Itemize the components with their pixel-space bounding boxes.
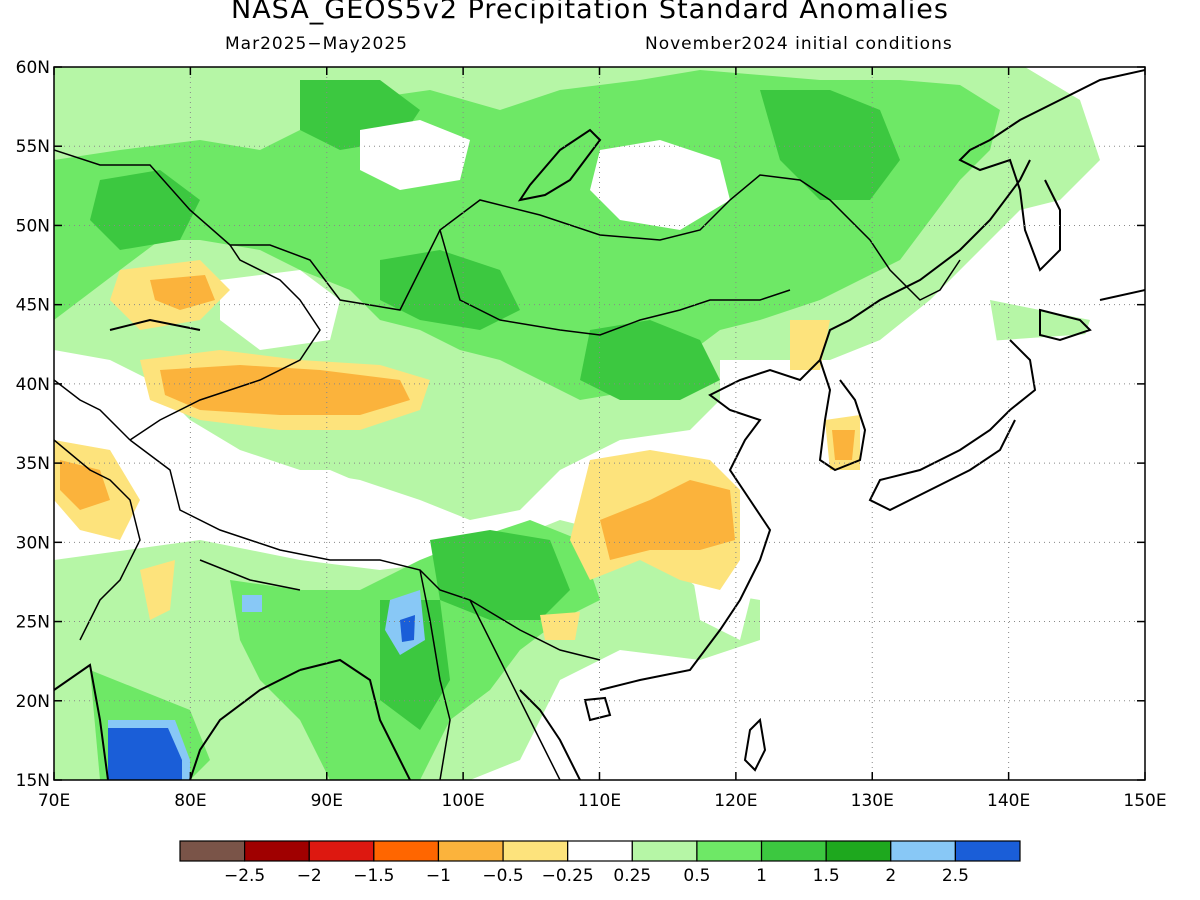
colorbar-swatch <box>760 840 827 862</box>
forecast-period: Mar2025−May2025 <box>225 34 408 54</box>
colorbar-label: 1 <box>756 866 767 886</box>
colorbar-label: −0.25 <box>542 866 594 886</box>
lat-tick-label: 55N <box>16 137 50 157</box>
border-kazakhstan-china <box>129 244 321 441</box>
anomaly-region-neutral-7 <box>560 660 760 780</box>
anomaly-region-orange-kaz <box>150 275 215 310</box>
colorbar-label: 1.5 <box>813 866 840 886</box>
anomaly-region-dark-green-4 <box>580 320 720 400</box>
graticule <box>54 67 1145 780</box>
colorbar-swatch <box>373 840 440 862</box>
axis-ticks: 70E 80E 90E 100E 110E 120E 130E 140E 150E 60N 55N 5… <box>16 58 1167 811</box>
border-india-pakistan <box>54 439 141 641</box>
colorbar-swatch <box>954 840 1021 862</box>
anomaly-region-orange-korea <box>832 430 855 460</box>
lat-tick-label: 45N <box>16 296 50 316</box>
border-central-asia <box>54 379 131 441</box>
colorbar-label: −2.5 <box>224 866 265 886</box>
colorbar-swatch <box>502 840 569 862</box>
colorbar-swatch <box>890 840 956 862</box>
lake-baikal <box>517 128 602 202</box>
lat-tick-label: 15N <box>16 771 50 791</box>
map-title: NASA_GEOS5v2 Precipitation Standard Anom… <box>231 0 949 25</box>
coastline-india-east <box>189 669 301 780</box>
coastlines <box>54 69 1145 780</box>
border-mongolia-china <box>439 229 791 336</box>
lat-tick-label: 60N <box>16 58 50 78</box>
coastline-china-east <box>599 159 1031 691</box>
lat-tick-label: 50N <box>16 216 50 236</box>
coastline-bay-of-bengal <box>299 658 411 780</box>
coastline-india-west <box>54 663 109 780</box>
anomaly-region-dark-green-5 <box>430 530 570 620</box>
border-china-india-tibet <box>129 439 601 661</box>
lon-tick-label: 110E <box>578 791 621 811</box>
colorbar-swatch <box>825 840 892 862</box>
anomaly-region-orange-pak <box>60 460 110 510</box>
colorbar-label: 2 <box>885 866 896 886</box>
anomaly-region-neutral-3 <box>220 270 340 350</box>
anomaly-region-blue-myanmar <box>400 615 415 642</box>
colorbar-swatch <box>244 840 310 862</box>
anomaly-field <box>54 67 1145 780</box>
coastline-kamchatka <box>1099 289 1145 301</box>
border-laos-vietnam <box>469 599 561 780</box>
colorbar-swatch <box>567 840 633 862</box>
lat-tick-label: 40N <box>16 375 50 395</box>
lon-tick-label: 130E <box>851 791 894 811</box>
anomaly-region-dark-green-2 <box>760 90 900 200</box>
coastline-korea <box>818 359 867 472</box>
colorbar-label: −0.5 <box>482 866 523 886</box>
coastline-indochina <box>519 689 581 780</box>
anomaly-region-orange-china <box>600 480 735 560</box>
lon-tick-label: 150E <box>1123 791 1166 811</box>
colorbar-label: 2.5 <box>942 866 969 886</box>
anomaly-region-neutral-6 <box>760 330 1145 780</box>
colorbar-label: −2 <box>297 866 322 886</box>
lat-tick-label: 25N <box>16 613 50 633</box>
colorbar-label: −1 <box>426 866 451 886</box>
colorbar-label: 0.5 <box>683 866 710 886</box>
colorbar-swatch <box>179 840 246 862</box>
anomaly-region-light-blue-bangladesh <box>242 595 262 612</box>
coastline-japan <box>868 339 1037 512</box>
anomaly-region-dark-green-3 <box>380 250 520 330</box>
anomaly-region-yellow-india <box>140 560 175 620</box>
anomaly-region-neutral-1 <box>360 120 470 190</box>
border-myanmar <box>419 569 451 780</box>
initial-conditions: November2024 initial conditions <box>645 34 953 54</box>
colorbar: −2.5 −2 −1.5 −1 −0.5 −0.25 0.25 0.5 1 1.5 2 2.5 <box>179 840 1021 886</box>
lon-tick-label: 90E <box>311 791 343 811</box>
lat-tick-label: 35N <box>16 454 50 474</box>
coastline-sea-of-okhotsk <box>958 69 1145 272</box>
anomaly-region-blue-india <box>108 728 182 780</box>
colorbar-swatch <box>631 840 698 862</box>
anomaly-region-green-north <box>54 70 1000 400</box>
colorbar-swatch <box>437 840 504 862</box>
coastline-hainan <box>583 696 612 722</box>
anomaly-region-orange-west <box>160 365 410 415</box>
colorbar-label: −1.5 <box>353 866 394 886</box>
colorbar-swatch <box>696 840 763 862</box>
lat-tick-label: 20N <box>16 692 50 712</box>
anomaly-region-neutral-5 <box>200 470 420 560</box>
lon-tick-label: 120E <box>714 791 757 811</box>
border-nepal <box>199 559 301 591</box>
anomaly-region-yellow-laos <box>540 612 580 640</box>
colorbar-label: 0.25 <box>613 866 651 886</box>
coastline-hokkaido <box>1039 308 1092 342</box>
lake-balkhash <box>109 318 201 331</box>
lon-tick-label: 100E <box>442 791 485 811</box>
colorbar-swatch <box>308 840 375 862</box>
coastline-taiwan <box>743 717 767 772</box>
lon-tick-label: 140E <box>987 791 1030 811</box>
lat-tick-label: 30N <box>16 533 50 553</box>
anomaly-region-neutral-2 <box>590 140 730 230</box>
lon-tick-label: 70E <box>38 791 70 811</box>
lon-tick-label: 80E <box>174 791 206 811</box>
